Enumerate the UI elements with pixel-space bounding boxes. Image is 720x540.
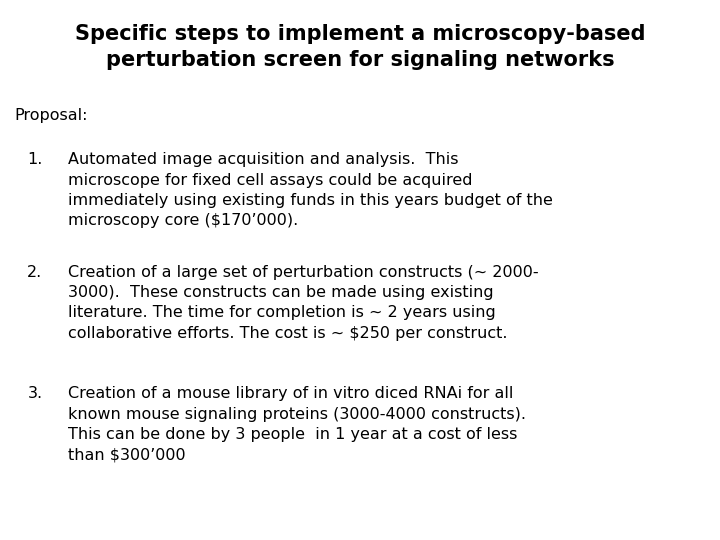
Text: Automated image acquisition and analysis.  This
microscope for fixed cell assays: Automated image acquisition and analysis… bbox=[68, 152, 553, 228]
Text: Creation of a mouse library of in vitro diced RNAi for all
known mouse signaling: Creation of a mouse library of in vitro … bbox=[68, 386, 526, 462]
Text: Proposal:: Proposal: bbox=[14, 108, 88, 123]
Text: Specific steps to implement a microscopy-based
perturbation screen for signaling: Specific steps to implement a microscopy… bbox=[75, 24, 645, 70]
Text: 1.: 1. bbox=[27, 152, 42, 167]
Text: 3.: 3. bbox=[27, 386, 42, 401]
Text: Creation of a large set of perturbation constructs (~ 2000-
3000).  These constr: Creation of a large set of perturbation … bbox=[68, 265, 539, 341]
Text: 2.: 2. bbox=[27, 265, 42, 280]
